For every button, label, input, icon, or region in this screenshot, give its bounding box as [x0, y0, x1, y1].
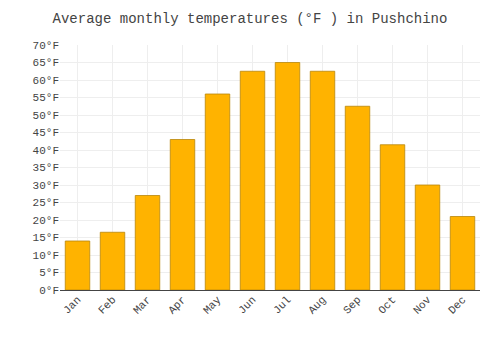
svg-text:45°F: 45°F	[33, 127, 59, 139]
svg-text:Jun: Jun	[236, 294, 258, 316]
svg-text:Average monthly temperatures (: Average monthly temperatures (°F ) in Pu…	[53, 11, 448, 27]
svg-text:Oct: Oct	[376, 294, 398, 316]
svg-text:40°F: 40°F	[33, 145, 59, 157]
svg-text:60°F: 60°F	[33, 75, 59, 87]
svg-text:Apr: Apr	[166, 294, 188, 316]
svg-text:50°F: 50°F	[33, 110, 59, 122]
svg-text:30°F: 30°F	[33, 180, 59, 192]
svg-text:May: May	[201, 294, 224, 317]
svg-text:70°F: 70°F	[33, 40, 59, 52]
svg-text:Jul: Jul	[271, 294, 293, 316]
svg-text:25°F: 25°F	[33, 197, 59, 209]
svg-text:15°F: 15°F	[33, 232, 59, 244]
svg-text:55°F: 55°F	[33, 92, 59, 104]
svg-text:Dec: Dec	[446, 294, 468, 316]
svg-text:35°F: 35°F	[33, 162, 59, 174]
svg-text:Sep: Sep	[341, 294, 363, 316]
svg-text:10°F: 10°F	[33, 250, 59, 262]
svg-text:5°F: 5°F	[39, 267, 59, 279]
svg-text:Nov: Nov	[411, 294, 434, 317]
svg-text:0°F: 0°F	[39, 285, 59, 297]
svg-text:20°F: 20°F	[33, 215, 59, 227]
svg-text:65°F: 65°F	[33, 57, 59, 69]
svg-text:Jan: Jan	[61, 294, 83, 316]
svg-text:Aug: Aug	[306, 294, 328, 316]
svg-text:Mar: Mar	[131, 294, 153, 316]
svg-text:Feb: Feb	[96, 294, 118, 316]
